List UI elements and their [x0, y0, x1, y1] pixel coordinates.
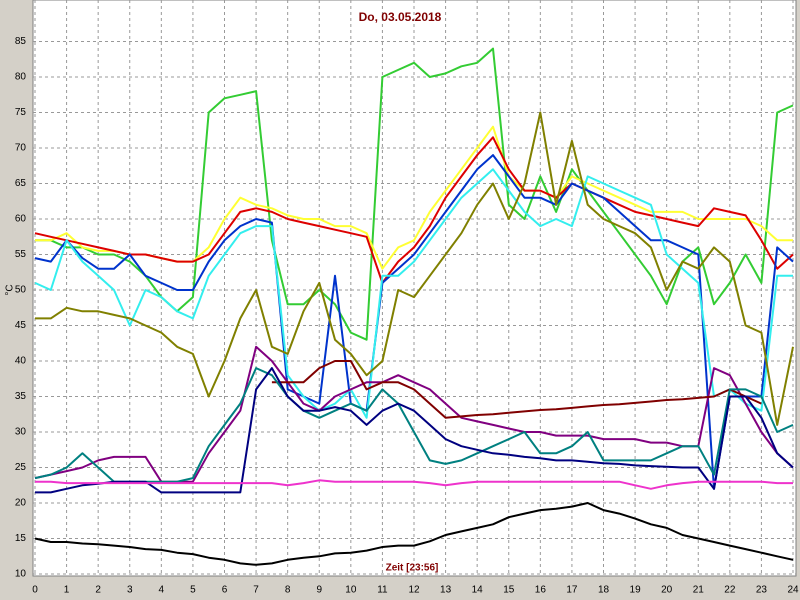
x-tick-label: 13	[440, 585, 452, 596]
x-axis-label: Zeit [23:56]	[386, 563, 439, 574]
y-tick-label: 35	[15, 391, 27, 402]
x-tick-label: 16	[535, 585, 547, 596]
y-tick-label: 25	[15, 462, 27, 473]
y-tick-label: 80	[15, 72, 27, 83]
series-line	[271, 360, 762, 419]
y-tick-label: 10	[15, 569, 27, 580]
x-tick-label: 1	[64, 585, 70, 596]
x-tick-label: 15	[503, 585, 515, 596]
x-tick-label: 9	[316, 585, 322, 596]
y-tick-label: 55	[15, 249, 27, 260]
x-tick-label: 14	[472, 585, 484, 596]
x-tick-label: 0	[32, 585, 38, 596]
x-tick-label: 23	[756, 585, 768, 596]
y-tick-label: 30	[15, 427, 27, 438]
y-tick-label: 50	[15, 285, 27, 296]
y-tick-label: 20	[15, 498, 27, 509]
y-tick-label: 60	[15, 214, 27, 225]
x-tick-label: 3	[127, 585, 133, 596]
chart-title: Do, 03.05.2018	[359, 10, 442, 24]
x-tick-label: 20	[661, 585, 673, 596]
y-tick-label: 75	[15, 107, 27, 118]
series-line	[34, 502, 794, 566]
series-line	[35, 111, 794, 426]
x-tick-label: 19	[630, 585, 642, 596]
x-tick-label: 18	[598, 585, 610, 596]
x-tick-label: 2	[95, 585, 101, 596]
x-tick-label: 17	[566, 585, 578, 596]
series-line	[35, 479, 793, 490]
x-tick-label: 11	[377, 585, 388, 596]
y-tick-label: 40	[15, 356, 27, 367]
series-line	[34, 168, 793, 419]
x-tick-label: 24	[787, 585, 799, 596]
x-tick-label: 7	[253, 585, 259, 596]
x-tick-label: 22	[724, 585, 736, 596]
y-tick-label: 85	[15, 36, 27, 47]
y-tick-label: 45	[15, 320, 27, 331]
x-tick-label: 10	[345, 585, 357, 596]
x-tick-label: 4	[159, 585, 165, 596]
series-line	[34, 154, 794, 490]
y-tick-label: 15	[15, 533, 27, 544]
x-tick-label: 21	[693, 585, 705, 596]
y-tick-label: 70	[15, 143, 27, 154]
x-tick-label: 5	[190, 585, 196, 596]
x-tick-label: 8	[285, 585, 291, 596]
x-tick-label: 6	[222, 585, 228, 596]
y-tick-label: 65	[15, 178, 27, 189]
x-tick-label: 12	[408, 585, 420, 596]
series-line	[34, 367, 794, 483]
series-line	[34, 136, 794, 284]
y-axis-label: °C	[5, 284, 16, 295]
series-line	[35, 367, 794, 494]
